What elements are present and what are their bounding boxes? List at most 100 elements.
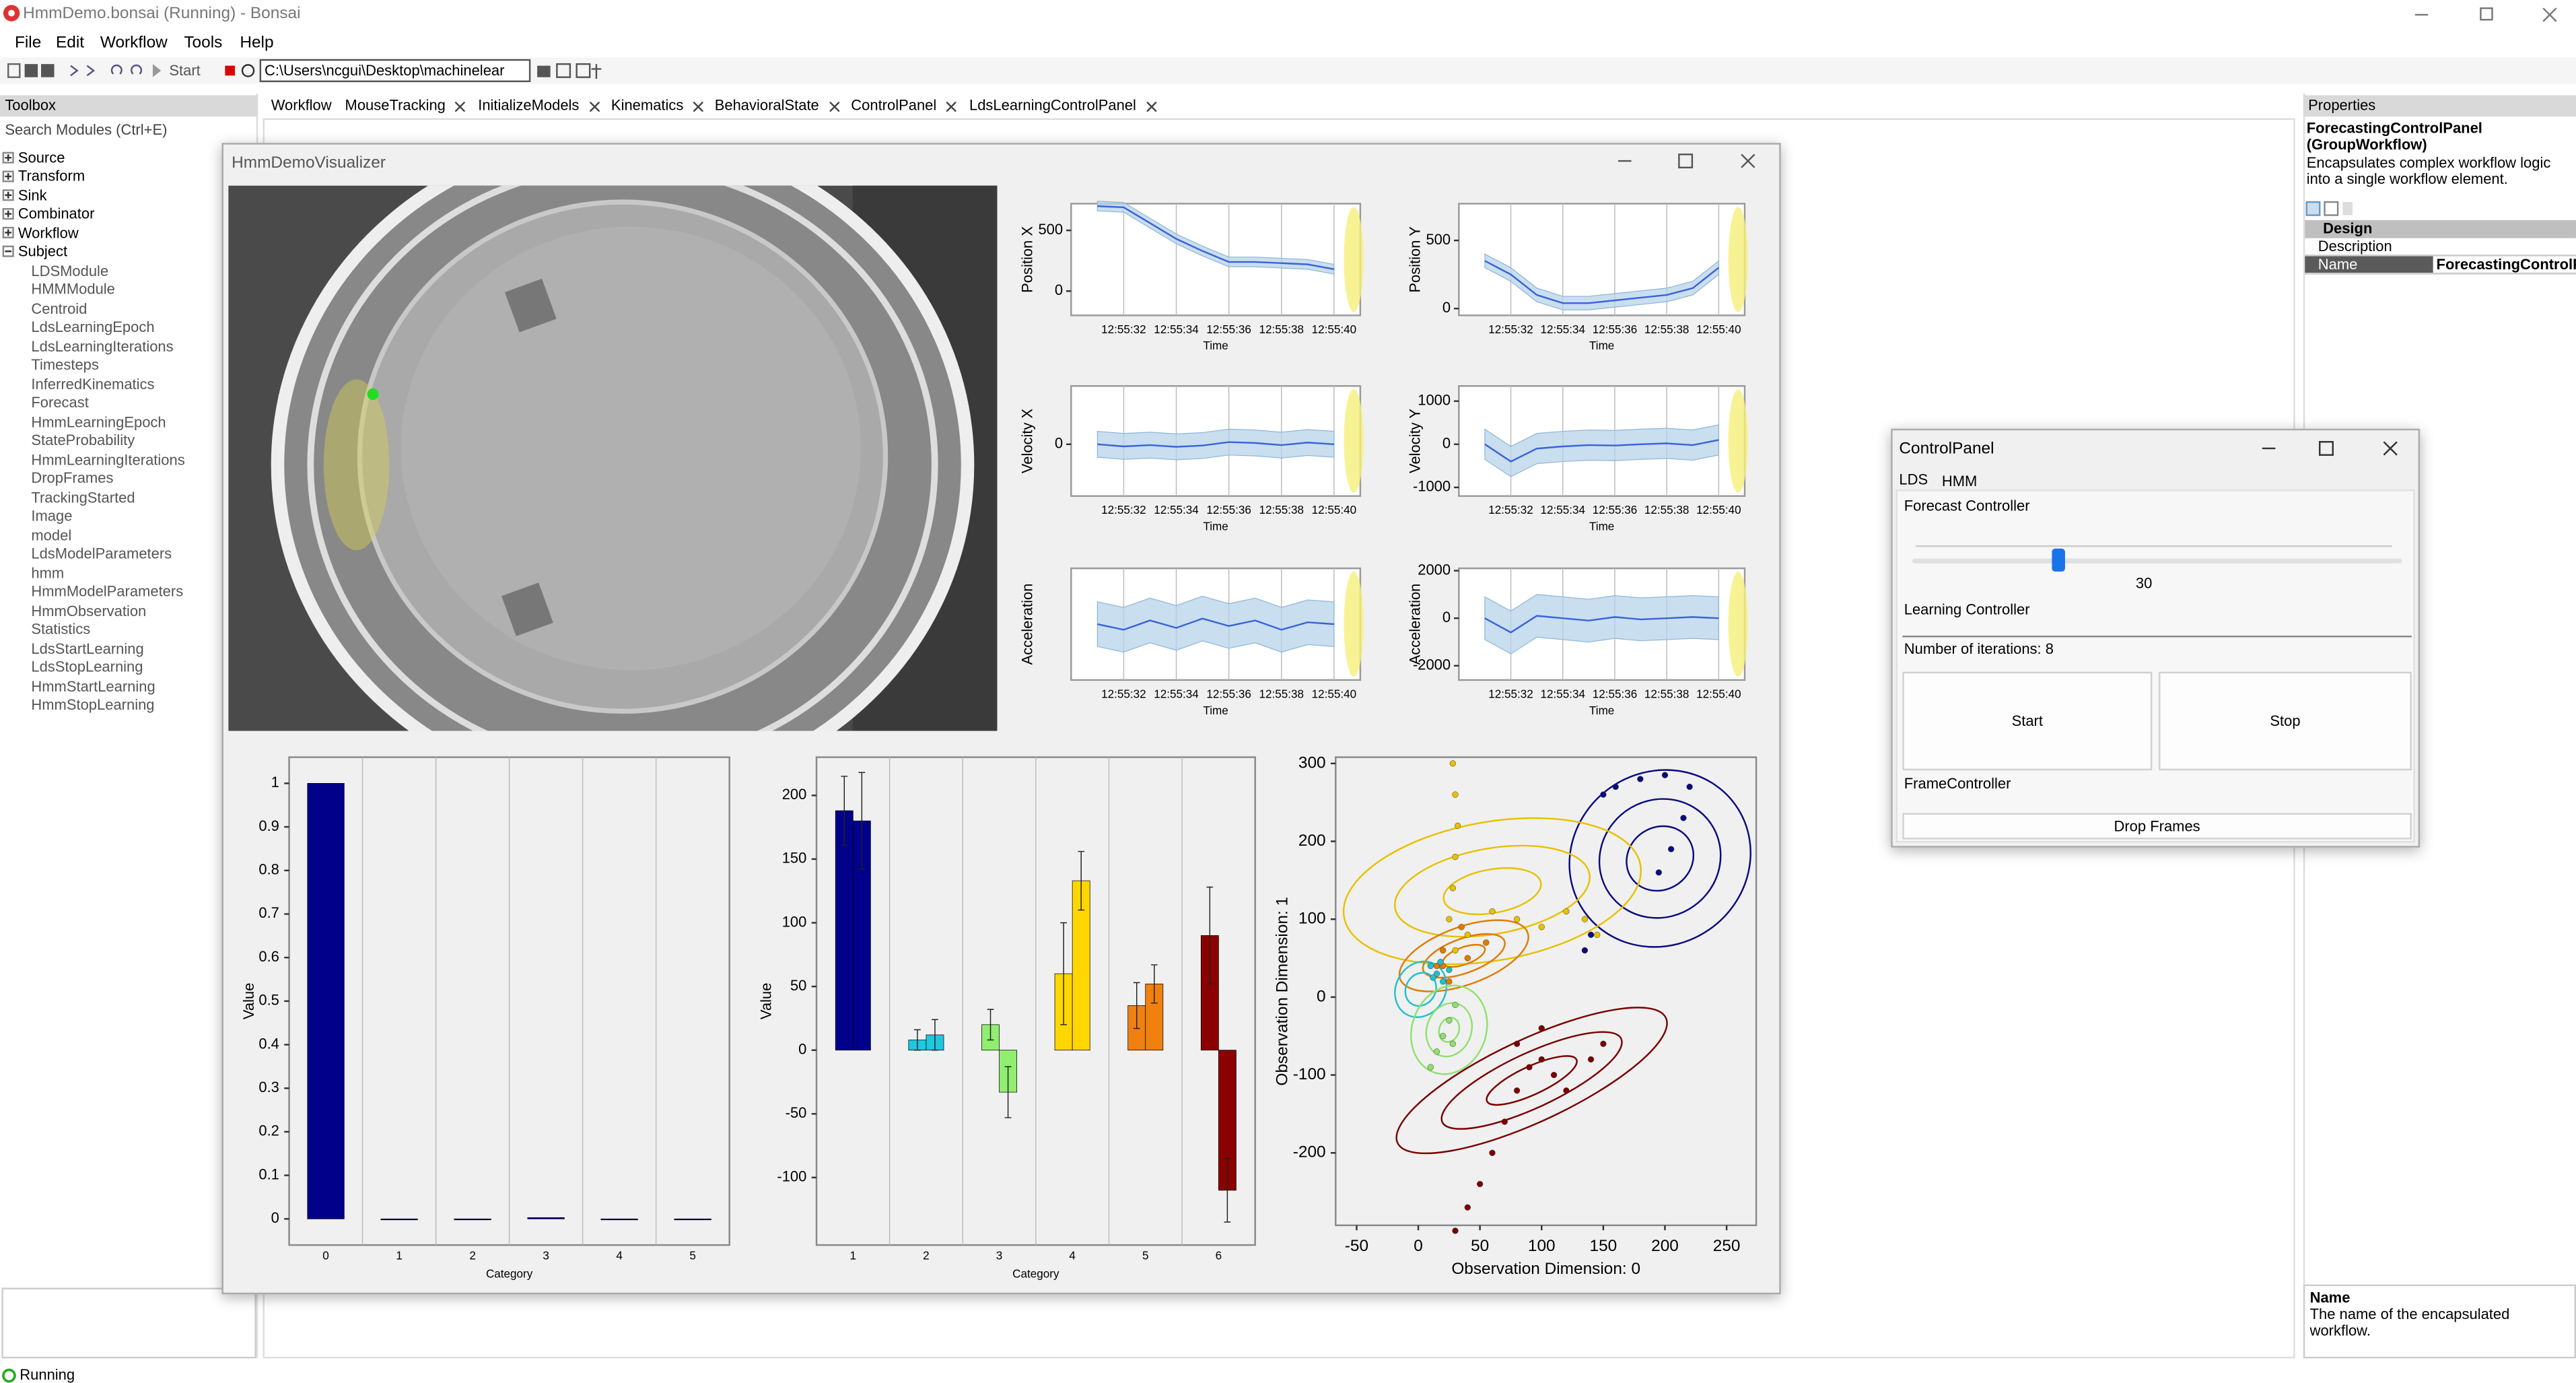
x-tick-label: 0 — [322, 1250, 329, 1262]
tab-close[interactable] — [454, 100, 466, 112]
tab[interactable]: Workflow — [267, 96, 335, 114]
tree-item[interactable]: HmmStartLearning — [31, 677, 155, 694]
tab-close[interactable] — [588, 100, 600, 112]
property-icons[interactable] — [2305, 201, 2354, 217]
tree-item[interactable]: Centroid — [31, 300, 88, 317]
menu-item[interactable]: Help — [240, 34, 274, 53]
mean-line — [1097, 617, 1334, 631]
path-input[interactable]: C:\Users\ncgui\Desktop\machinelear — [259, 59, 531, 82]
tree-item[interactable]: model — [31, 527, 72, 543]
toolbar-icons[interactable] — [5, 61, 162, 80]
observation-point — [1440, 1033, 1447, 1040]
property-grid: Description Name ForecastingControlP — [2305, 238, 2576, 275]
tree-item[interactable]: StateProbability — [31, 432, 135, 449]
tree-item[interactable]: Image — [31, 508, 73, 525]
tree-group[interactable]: Combinator — [18, 205, 95, 222]
tree-item[interactable]: LDSModule — [31, 263, 109, 279]
tree-item[interactable]: DropFrames — [31, 470, 114, 487]
menu-item[interactable]: Tools — [184, 34, 223, 53]
y-tick-label: 0 — [1442, 609, 1451, 626]
y-tick-label: 0 — [1055, 435, 1063, 452]
tab-lds[interactable]: LDS — [1899, 471, 1928, 488]
forecast-highlight — [1728, 389, 1748, 493]
tab-strip: Workflow MouseTracking InitializeModels Kin… — [263, 95, 2295, 118]
tree-item[interactable]: Forecast — [31, 395, 89, 411]
tree-item[interactable]: TrackingStarted — [31, 489, 135, 506]
tree-group[interactable]: Subject — [18, 243, 68, 260]
start-learning-button[interactable]: Start — [1902, 671, 2153, 771]
menu-item[interactable]: Workflow — [100, 34, 168, 53]
tree-item[interactable]: HmmLearningEpoch — [31, 413, 166, 430]
observation-point — [1446, 966, 1453, 974]
x-tick-label: 12:55:40 — [1312, 687, 1357, 700]
tree-group[interactable]: Workflow — [18, 224, 79, 241]
observation-point — [1464, 955, 1471, 962]
slider-thumb[interactable] — [2052, 548, 2066, 572]
tab[interactable]: InitializeModels — [475, 97, 602, 113]
property-label: Description — [2318, 238, 2392, 255]
tab-close[interactable] — [828, 100, 839, 112]
x-tick-label: 2 — [923, 1250, 930, 1262]
tree-item[interactable]: Timesteps — [31, 357, 99, 374]
drop-frames-button[interactable]: Drop Frames — [1902, 813, 2412, 840]
x-axis-label: Time — [1203, 520, 1228, 533]
tab-close[interactable] — [1145, 100, 1157, 112]
y-tick-label: 0 — [1055, 281, 1063, 298]
y-tick-label: 0.9 — [258, 817, 279, 834]
y-axis-label: Velocity X — [1019, 408, 1036, 473]
tab-hmm[interactable]: HMM — [1941, 473, 1978, 490]
tree-group[interactable]: Transform — [18, 168, 85, 185]
tree-item[interactable]: HmmLearningIterations — [31, 451, 185, 468]
y-tick-label: 2000 — [1418, 561, 1451, 578]
tree-item[interactable]: Statistics — [31, 621, 91, 638]
y-tick-label: 0.5 — [258, 992, 279, 1009]
stop-learning-button[interactable]: Stop — [2159, 671, 2412, 771]
forecast-highlight — [1344, 571, 1364, 677]
tree-item[interactable]: hmm — [31, 564, 65, 581]
observation-point — [1594, 931, 1601, 938]
observation-point — [1612, 783, 1619, 790]
tab-close[interactable] — [946, 100, 957, 112]
toolbox-tree: Source Transform Sink Combinator Workflow Sub… — [0, 148, 258, 723]
menu-item[interactable]: File — [14, 34, 42, 53]
toolbar-icons-2[interactable] — [534, 61, 613, 80]
tree-item[interactable]: HmmModelParameters — [31, 583, 184, 600]
x-tick-label: 12:55:32 — [1488, 687, 1533, 700]
tree-item[interactable]: LdsStopLearning — [31, 659, 143, 675]
forecast-highlight — [1344, 389, 1364, 493]
slider-track[interactable] — [1912, 548, 2402, 572]
tree-item[interactable]: HmmStopLearning — [31, 696, 155, 713]
confidence-band — [1096, 595, 1335, 653]
tab[interactable]: MouseTracking — [342, 97, 468, 113]
tree-group[interactable]: Source — [18, 149, 65, 166]
tab[interactable]: ControlPanel — [847, 97, 959, 113]
tree-item[interactable]: HMMModule — [31, 281, 115, 298]
mean-line — [1484, 260, 1720, 304]
start-button[interactable]: Start — [169, 62, 201, 79]
plot-area — [1335, 756, 1757, 1227]
close-glyph — [828, 100, 839, 112]
menu-item[interactable]: Edit — [55, 34, 85, 53]
tree-item[interactable]: LdsLearningIterations — [31, 338, 174, 355]
tab[interactable]: Kinematics — [608, 97, 706, 113]
tab[interactable]: BehavioralState — [711, 97, 842, 113]
control-panel-controls[interactable] — [2254, 437, 2418, 460]
tab-close[interactable] — [693, 100, 704, 112]
tree-item[interactable]: LdsModelParameters — [31, 545, 172, 562]
tree-item[interactable]: LdsLearningEpoch — [31, 319, 155, 336]
close-glyph — [946, 100, 957, 112]
stop-icons[interactable] — [221, 61, 261, 80]
tree-item[interactable]: LdsStartLearning — [31, 640, 144, 656]
window-controls[interactable] — [2398, 3, 2576, 26]
x-axis-label: Time — [1203, 339, 1228, 352]
status-text: Running — [20, 1366, 75, 1383]
tree-item[interactable]: InferredKinematics — [31, 376, 155, 393]
property-row: Name ForecastingControlP — [2305, 256, 2576, 275]
toolbox-search[interactable]: Search Modules (Ctrl+E) — [5, 121, 168, 138]
x-tick-label: 12:55:36 — [1206, 323, 1251, 336]
tree-group[interactable]: Sink — [18, 187, 47, 203]
tab[interactable]: LdsLearningControlPanel — [966, 97, 1159, 113]
title-bar — [0, 0, 2576, 30]
visualizer-controls[interactable] — [1610, 149, 1774, 172]
tree-item[interactable]: HmmObservation — [31, 602, 147, 619]
